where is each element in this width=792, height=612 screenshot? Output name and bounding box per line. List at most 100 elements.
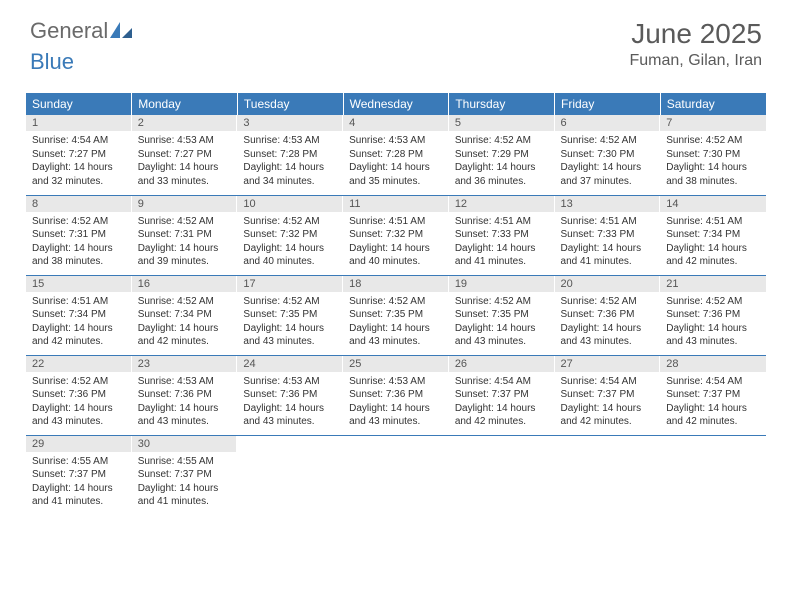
daylight-label: Daylight: — [243, 323, 285, 334]
calendar-cell: 18Sunrise: 4:52 AMSunset: 7:35 PMDayligh… — [343, 275, 449, 355]
day-content: Sunrise: 4:53 AMSunset: 7:36 PMDaylight:… — [343, 372, 449, 435]
calendar-cell: 22Sunrise: 4:52 AMSunset: 7:36 PMDayligh… — [26, 355, 132, 435]
calendar-cell: 11Sunrise: 4:51 AMSunset: 7:32 PMDayligh… — [343, 195, 449, 275]
calendar-cell: 17Sunrise: 4:52 AMSunset: 7:35 PMDayligh… — [237, 275, 343, 355]
daylight-label: Daylight: — [32, 323, 74, 334]
sunset-value: 7:36 PM — [280, 389, 317, 400]
sunrise-value: 4:51 AM — [706, 216, 743, 227]
sunset-value: 7:35 PM — [280, 309, 317, 320]
sunrise-value: 4:52 AM — [177, 216, 214, 227]
sunrise-value: 4:55 AM — [177, 456, 214, 467]
calendar-cell: 20Sunrise: 4:52 AMSunset: 7:36 PMDayligh… — [555, 275, 661, 355]
daylight-label: Daylight: — [455, 323, 497, 334]
sunrise-value: 4:55 AM — [71, 456, 108, 467]
sunset-label: Sunset: — [349, 229, 386, 240]
daylight-label: Daylight: — [349, 403, 391, 414]
sunrise-label: Sunrise: — [455, 135, 494, 146]
calendar-body: 1Sunrise: 4:54 AMSunset: 7:27 PMDaylight… — [26, 115, 766, 515]
sunset-value: 7:28 PM — [280, 149, 317, 160]
sunrise-value: 4:52 AM — [706, 135, 743, 146]
day-content: Sunrise: 4:55 AMSunset: 7:37 PMDaylight:… — [26, 452, 132, 515]
sunrise-label: Sunrise: — [666, 216, 705, 227]
day-number: 1 — [26, 115, 132, 131]
sunset-label: Sunset: — [666, 389, 703, 400]
daylight-label: Daylight: — [561, 162, 603, 173]
sunrise-value: 4:53 AM — [283, 376, 320, 387]
calendar-cell — [237, 435, 343, 515]
daylight-label: Daylight: — [349, 243, 391, 254]
day-content: Sunrise: 4:52 AMSunset: 7:35 PMDaylight:… — [449, 292, 555, 355]
sunset-label: Sunset: — [138, 469, 175, 480]
sunset-label: Sunset: — [32, 229, 69, 240]
sunset-value: 7:37 PM — [174, 469, 211, 480]
sunset-value: 7:27 PM — [174, 149, 211, 160]
sunrise-label: Sunrise: — [243, 296, 282, 307]
sunrise-label: Sunrise: — [561, 135, 600, 146]
day-content: Sunrise: 4:55 AMSunset: 7:37 PMDaylight:… — [132, 452, 238, 515]
day-content: Sunrise: 4:53 AMSunset: 7:28 PMDaylight:… — [343, 131, 449, 194]
calendar-cell: 29Sunrise: 4:55 AMSunset: 7:37 PMDayligh… — [26, 435, 132, 515]
sunset-value: 7:35 PM — [386, 309, 423, 320]
sunrise-label: Sunrise: — [666, 296, 705, 307]
day-number: 15 — [26, 276, 132, 292]
sunrise-value: 4:52 AM — [71, 216, 108, 227]
sunset-label: Sunset: — [561, 229, 598, 240]
sunset-value: 7:31 PM — [174, 229, 211, 240]
day-number: 30 — [132, 436, 238, 452]
sunset-value: 7:37 PM — [597, 389, 634, 400]
calendar-cell: 12Sunrise: 4:51 AMSunset: 7:33 PMDayligh… — [449, 195, 555, 275]
calendar-cell: 3Sunrise: 4:53 AMSunset: 7:28 PMDaylight… — [237, 115, 343, 195]
sunset-value: 7:32 PM — [280, 229, 317, 240]
sunrise-label: Sunrise: — [561, 216, 600, 227]
sunrise-value: 4:53 AM — [283, 135, 320, 146]
sunset-label: Sunset: — [138, 309, 175, 320]
day-number: 24 — [237, 356, 343, 372]
sunrise-value: 4:53 AM — [177, 376, 214, 387]
weekday-header: Saturday — [660, 93, 766, 115]
sunrise-label: Sunrise: — [138, 376, 177, 387]
daylight-label: Daylight: — [138, 162, 180, 173]
day-number: 21 — [660, 276, 766, 292]
daylight-label: Daylight: — [243, 403, 285, 414]
day-number: 6 — [555, 115, 661, 131]
day-number: 25 — [343, 356, 449, 372]
daylight-label: Daylight: — [666, 403, 708, 414]
daylight-label: Daylight: — [349, 162, 391, 173]
sunset-value: 7:37 PM — [703, 389, 740, 400]
day-number: 16 — [132, 276, 238, 292]
sunrise-label: Sunrise: — [138, 296, 177, 307]
day-number: 14 — [660, 196, 766, 212]
sunset-value: 7:37 PM — [69, 469, 106, 480]
sunrise-value: 4:54 AM — [706, 376, 743, 387]
day-content: Sunrise: 4:52 AMSunset: 7:30 PMDaylight:… — [660, 131, 766, 194]
day-number: 27 — [555, 356, 661, 372]
calendar-cell: 27Sunrise: 4:54 AMSunset: 7:37 PMDayligh… — [555, 355, 661, 435]
calendar-cell: 1Sunrise: 4:54 AMSunset: 7:27 PMDaylight… — [26, 115, 132, 195]
day-content: Sunrise: 4:51 AMSunset: 7:34 PMDaylight:… — [26, 292, 132, 355]
day-content: Sunrise: 4:54 AMSunset: 7:37 PMDaylight:… — [555, 372, 661, 435]
sunset-value: 7:33 PM — [492, 229, 529, 240]
sunset-label: Sunset: — [32, 469, 69, 480]
sunset-label: Sunset: — [666, 229, 703, 240]
header: General Blue June 2025 Fuman, Gilan, Ira… — [0, 0, 792, 85]
sunrise-label: Sunrise: — [349, 296, 388, 307]
sunset-value: 7:36 PM — [703, 309, 740, 320]
day-content: Sunrise: 4:54 AMSunset: 7:37 PMDaylight:… — [660, 372, 766, 435]
day-number: 11 — [343, 196, 449, 212]
sunset-value: 7:32 PM — [386, 229, 423, 240]
weekday-header-row: Sunday Monday Tuesday Wednesday Thursday… — [26, 93, 766, 115]
sunrise-value: 4:54 AM — [71, 135, 108, 146]
day-content: Sunrise: 4:52 AMSunset: 7:36 PMDaylight:… — [660, 292, 766, 355]
calendar-cell — [555, 435, 661, 515]
sunset-label: Sunset: — [243, 229, 280, 240]
sunset-value: 7:27 PM — [69, 149, 106, 160]
sunset-value: 7:36 PM — [597, 309, 634, 320]
calendar-row: 29Sunrise: 4:55 AMSunset: 7:37 PMDayligh… — [26, 435, 766, 515]
sunset-value: 7:33 PM — [597, 229, 634, 240]
sunrise-value: 4:52 AM — [494, 296, 531, 307]
weekday-header: Tuesday — [237, 93, 343, 115]
sunset-label: Sunset: — [455, 389, 492, 400]
sunset-value: 7:36 PM — [386, 389, 423, 400]
daylight-label: Daylight: — [455, 162, 497, 173]
sunrise-label: Sunrise: — [138, 456, 177, 467]
